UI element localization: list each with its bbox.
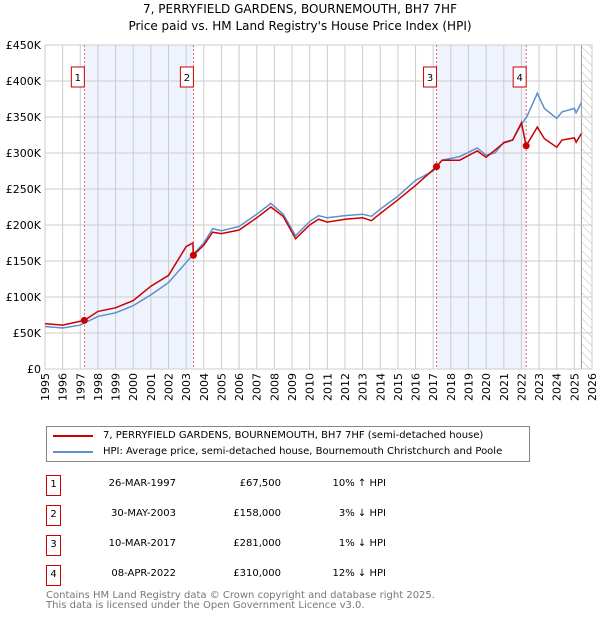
x-tick-label: 2006: [233, 373, 246, 401]
chart-title: 7, PERRYFIELD GARDENS, BOURNEMOUTH, BH7 …: [143, 2, 457, 16]
x-tick-label: 2017: [427, 373, 440, 401]
x-tick-label: 2002: [163, 373, 176, 401]
sale-marker-box: [423, 66, 438, 88]
x-tick-label: 2023: [533, 373, 546, 401]
x-tick-label: 1998: [92, 373, 105, 401]
sale-marker-box: [70, 66, 85, 88]
forecast-hatch: [581, 45, 592, 369]
y-tick-label: £0: [27, 363, 41, 376]
sale-point: [433, 163, 441, 171]
sale-number: 3: [46, 535, 61, 556]
x-tick-label: 2014: [374, 373, 387, 401]
sale-price: £67,500: [239, 478, 281, 489]
x-tick-label: 2019: [462, 373, 475, 401]
y-tick-label: £350K: [6, 111, 42, 124]
sale-point: [522, 142, 530, 150]
legend-label-property: 7, PERRYFIELD GARDENS, BOURNEMOUTH, BH7 …: [103, 430, 484, 441]
legend-label-hpi: HPI: Average price, semi-detached house,…: [103, 446, 503, 457]
sale-number: 2: [46, 505, 61, 526]
sale-hpi-diff: 10% ↑ HPI: [332, 478, 386, 489]
y-tick-label: £400K: [6, 75, 42, 88]
sale-row: 3 10-MAR-2017 £281,000 1% ↓ HPI: [46, 535, 506, 556]
legend-swatch-property: [53, 434, 93, 437]
x-tick-label: 2005: [215, 373, 228, 401]
x-tick-label: 2025: [568, 373, 581, 401]
sale-marker-label: 1: [75, 73, 81, 84]
legend-swatch-hpi: [53, 450, 93, 453]
hpi-line: [44, 91, 583, 329]
footer-copyright: Contains HM Land Registry data © Crown c…: [46, 590, 435, 601]
sale-marker-label: 4: [516, 73, 522, 84]
sale-point: [80, 316, 88, 324]
sale-number: 1: [46, 475, 61, 496]
x-tick-label: 2018: [445, 373, 458, 401]
sale-hpi-diff: 12% ↓ HPI: [332, 568, 386, 579]
chart-subtitle: Price paid vs. HM Land Registry's House …: [128, 19, 472, 33]
sale-marker-box: [179, 66, 194, 88]
x-tick-label: 2003: [180, 373, 193, 401]
price-chart: 1995 1996 1997 1998 1999 2000 2001 2002 2003 2004…: [6, 39, 599, 401]
sale-date: 26-MAR-1997: [108, 478, 176, 489]
sale-row: 4 08-APR-2022 £310,000 12% ↓ HPI: [46, 565, 506, 586]
shaded-period: [436, 45, 527, 369]
x-tick-label: 2012: [339, 373, 352, 401]
y-tick-label: £250K: [6, 183, 42, 196]
x-tick-label: 2001: [145, 373, 158, 401]
x-tick-label: 2022: [515, 373, 528, 401]
sale-row: 1 26-MAR-1997 £67,500 10% ↑ HPI: [46, 475, 506, 496]
sale-point: [189, 251, 197, 259]
sale-date: 10-MAR-2017: [108, 538, 176, 549]
y-tick-label: £150K: [6, 255, 42, 268]
sale-marker-label: 3: [427, 73, 433, 84]
x-tick-label: 2015: [392, 373, 405, 401]
x-tick-label: 2026: [586, 373, 599, 401]
shaded-period: [84, 45, 194, 369]
x-tick-label: 1997: [74, 373, 87, 401]
x-tick-label: 2013: [357, 373, 370, 401]
sale-hpi-diff: 1% ↓ HPI: [338, 538, 386, 549]
sale-date: 30-MAY-2003: [110, 508, 176, 519]
sale-hpi-diff: 3% ↓ HPI: [338, 508, 386, 519]
x-tick-label: 1995: [39, 373, 52, 401]
x-tick-label: 2020: [480, 373, 493, 401]
sale-row: 2 30-MAY-2003 £158,000 3% ↓ HPI: [46, 505, 506, 526]
x-tick-label: 2010: [304, 373, 317, 401]
sale-number: 4: [46, 565, 61, 586]
x-tick-label: 2007: [251, 373, 264, 401]
sale-marker-box: [512, 66, 527, 88]
sale-price: £281,000: [233, 538, 281, 549]
x-tick-label: 2004: [198, 373, 211, 401]
y-tick-label: £200K: [6, 219, 42, 232]
x-tick-label: 1999: [110, 373, 123, 401]
y-tick-label: £100K: [6, 291, 42, 304]
y-tick-label: £50K: [13, 327, 42, 340]
footer-licence: This data is licensed under the Open Gov…: [46, 600, 365, 611]
x-tick-label: 2024: [551, 373, 564, 401]
sale-price: £310,000: [233, 568, 281, 579]
x-tick-label: 2021: [498, 373, 511, 401]
y-tick-label: £300K: [6, 147, 42, 160]
sale-price: £158,000: [233, 508, 281, 519]
sale-marker-label: 2: [184, 73, 190, 84]
sale-date: 08-APR-2022: [111, 568, 176, 579]
y-tick-label: £450K: [6, 39, 42, 52]
x-tick-label: 2000: [127, 373, 140, 401]
x-tick-label: 2008: [268, 373, 281, 401]
x-tick-label: 2016: [410, 373, 423, 401]
legend: 7, PERRYFIELD GARDENS, BOURNEMOUTH, BH7 …: [46, 426, 530, 462]
property-price-line: [44, 120, 583, 326]
x-tick-label: 2011: [321, 373, 334, 401]
x-tick-label: 1996: [57, 373, 70, 401]
plot-border: [44, 44, 593, 370]
x-tick-label: 2009: [286, 373, 299, 401]
